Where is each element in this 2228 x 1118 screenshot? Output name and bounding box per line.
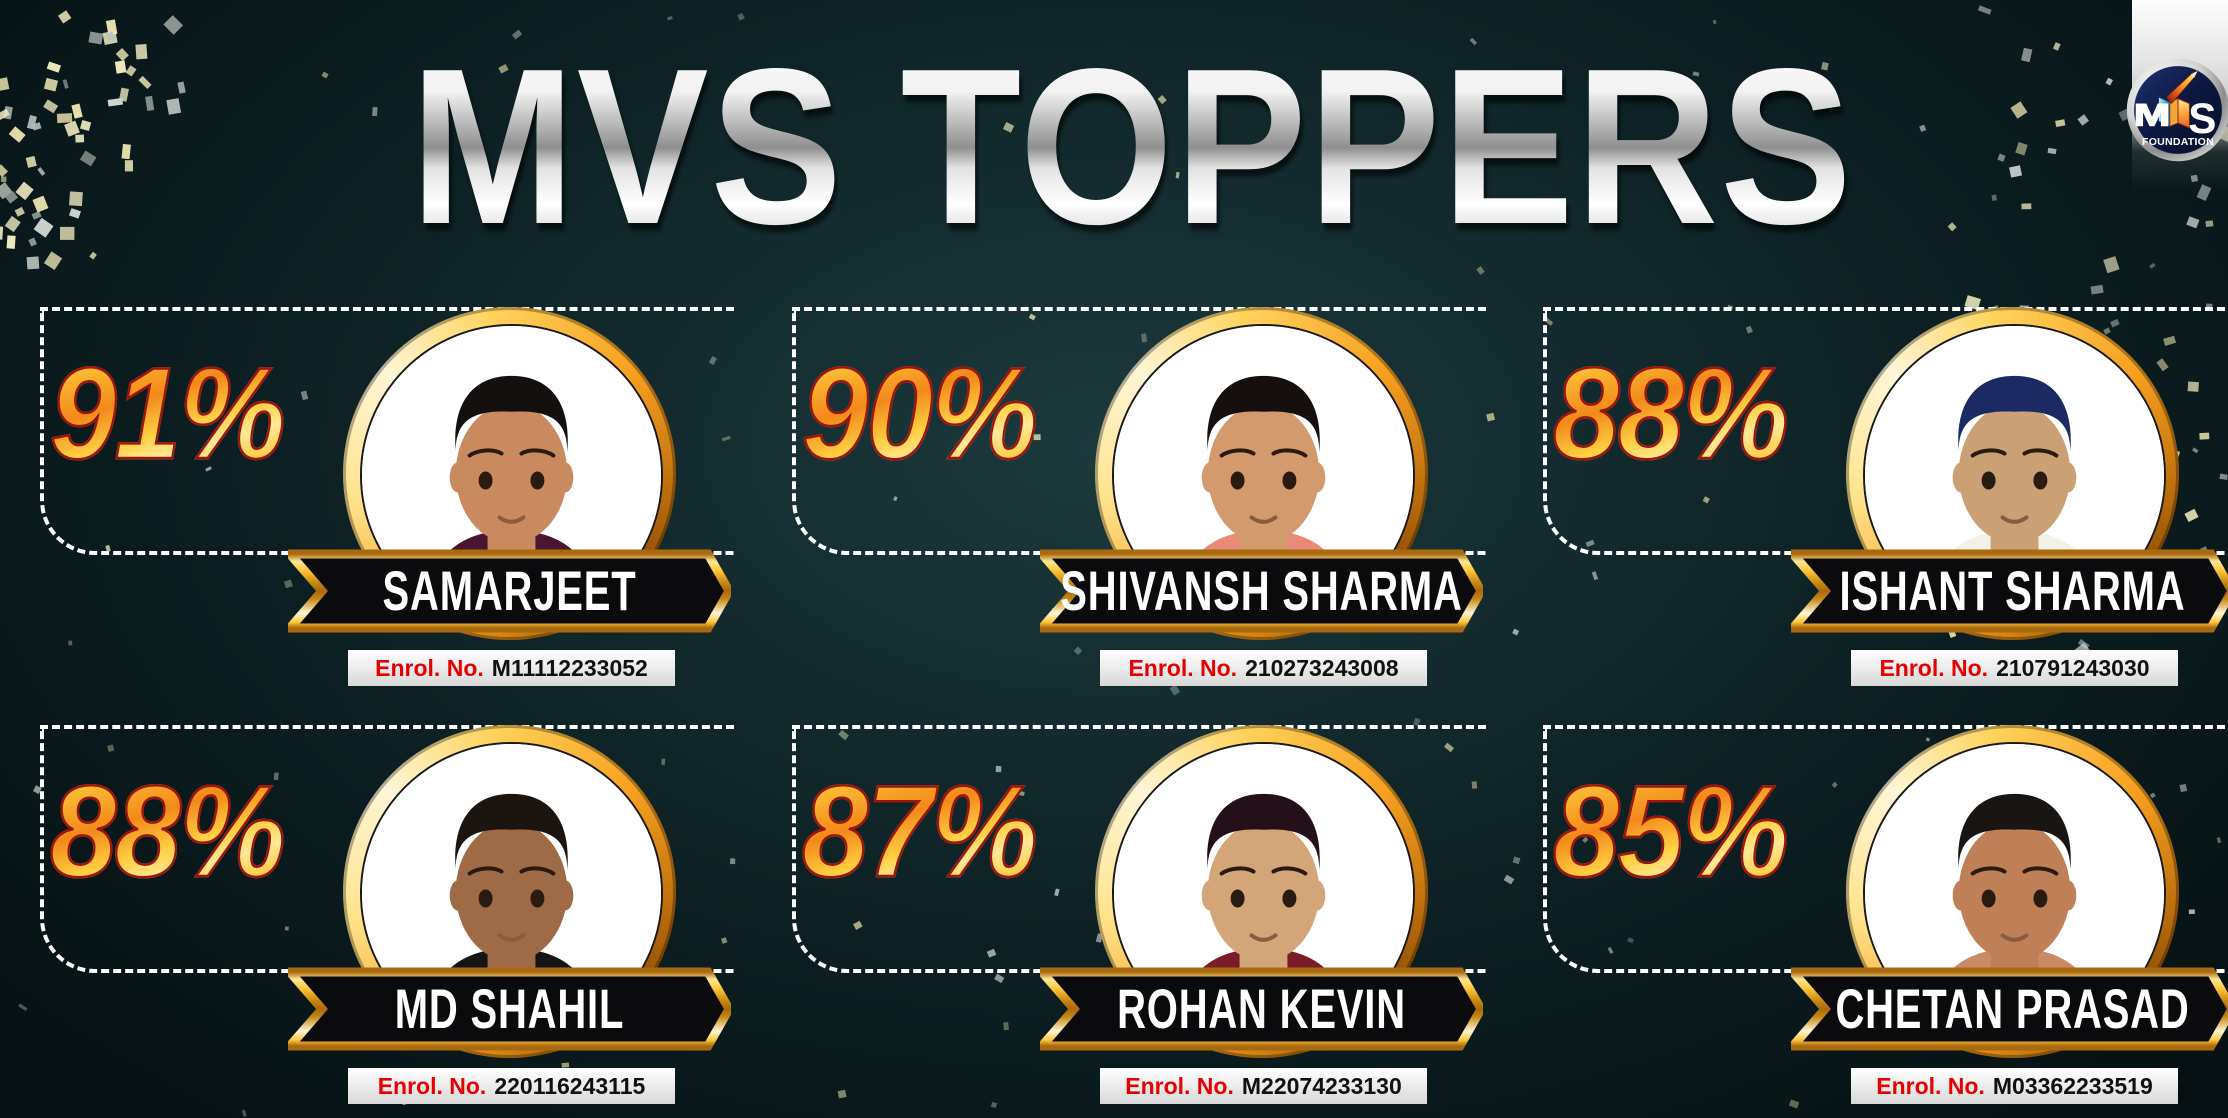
- svg-text:FOUNDATION: FOUNDATION: [2142, 136, 2214, 148]
- svg-text:S: S: [2188, 95, 2216, 142]
